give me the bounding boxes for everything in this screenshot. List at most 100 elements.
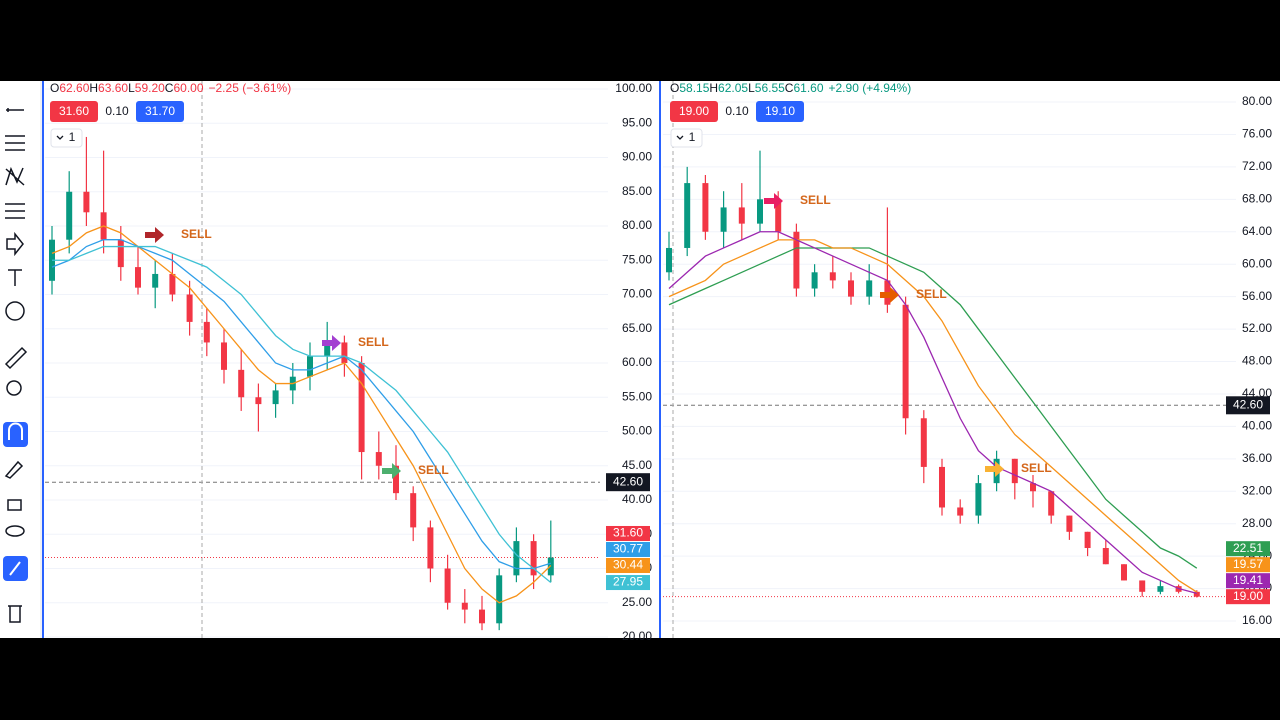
candle-body [1102,548,1109,565]
candle-body [272,390,279,405]
y-tick-label: 80.00 [622,218,652,232]
y-tick-label: 45.00 [622,458,652,472]
buy-button[interactable] [136,101,184,122]
sell-label: SELL [1021,461,1052,475]
y-tick-label: 60.00 [622,355,652,369]
moving-average [668,231,1197,594]
candle-body [83,191,90,213]
candle-body [117,239,124,268]
candle-body [757,199,763,224]
y-tick-label: 76.00 [1242,127,1272,141]
candle-body [1048,491,1055,516]
y-tick-label: 90.00 [622,150,652,164]
candle-body [341,342,348,363]
candle-body [238,369,245,398]
y-tick-label: 95.00 [622,115,652,129]
buy-price: 19.10 [765,104,795,118]
tool-emoji[interactable] [5,301,25,321]
ohlc-key: C [165,81,174,95]
candle-body [66,191,73,240]
candle-body [186,294,193,322]
candle-body [513,541,520,576]
interval-box[interactable] [670,128,703,148]
candle-body [169,273,176,295]
tool-channel[interactable] [5,135,25,151]
candle-body [393,465,399,494]
y-tick-label: 36.00 [1242,451,1272,465]
y-tick-label: 68.00 [1242,191,1272,205]
spread: 0.10 [105,104,129,118]
candle-body [939,466,945,508]
candle-body [307,356,313,377]
price-tag-label: 30.77 [613,542,643,556]
price-tag-label: 19.57 [1233,557,1263,571]
tool-projection[interactable] [6,231,24,257]
chart-panel: 100.00 95.00 90.00 85.00 80.00 75.00 70.00 65.0… [45,81,652,643]
tool-lock[interactable] [7,499,22,511]
candle-body [375,452,382,466]
price-tag [606,557,650,573]
moving-average [668,239,1198,593]
sell-arrow [985,461,1004,477]
y-tick-label: 72.00 [1242,159,1272,173]
buy-button[interactable] [756,101,804,122]
tool-visibility[interactable] [5,525,25,537]
candle-body [410,493,417,528]
candle-body [1011,458,1018,484]
tool-pattern[interactable] [5,166,25,186]
sell-button[interactable] [670,101,718,122]
candle-body [1157,586,1164,592]
interval-box[interactable] [50,128,83,148]
y-tick-label: 65.00 [622,321,652,335]
price-tag [606,541,650,557]
sell-label: SELL [358,335,389,349]
candle-body [444,568,451,603]
ohlc-change: +2.90 (+4.94%) [829,81,912,95]
sell-arrow [382,463,401,479]
candle-body [848,280,854,297]
ohlc-key: C [785,81,794,95]
tool-magnet[interactable] [3,422,28,447]
tool-delete[interactable] [8,605,22,623]
candle-body [358,363,365,453]
moving-average [668,247,1198,569]
y-tick-label: 85.00 [622,184,652,198]
ohlc-value: 60.00 [173,81,203,95]
candle-body [957,507,964,516]
sell-arrow [145,227,164,243]
sell-price: 31.60 [59,104,89,118]
tool-line[interactable] [6,108,24,112]
ohlc-key: O [670,81,679,95]
tool-draw-mode[interactable] [4,460,24,479]
price-tag [606,525,650,541]
candle-body [1139,580,1146,592]
candle-body [203,321,210,343]
ohlc-change: −2.25 (−3.61%) [209,81,292,95]
candle-body [775,199,782,232]
sell-button[interactable] [50,101,98,122]
y-tick-label: 50.00 [622,424,652,438]
interval-label: 1 [689,130,696,144]
price-tag-label: 19.00 [1233,589,1263,603]
candle-body [866,280,873,297]
candle-body [221,342,227,370]
ohlc-value: 56.55 [755,81,785,95]
candle-body [811,272,818,289]
tool-ruler[interactable] [4,346,28,370]
ohlc-value: 59.20 [135,81,165,95]
ohlc-value: 61.60 [793,81,823,95]
candle-body [427,527,434,569]
tool-fib[interactable] [5,203,25,219]
y-tick-label: 64.00 [1242,224,1272,238]
tool-text[interactable] [8,269,22,286]
candle-body [496,575,503,624]
candle-body [530,541,537,576]
y-tick-label: 100.00 [615,81,652,95]
crosshair-tag-label: 42.60 [613,474,643,488]
candle-body [666,247,672,273]
candle-body [702,183,709,232]
y-tick-label: 20.00 [622,629,652,643]
tool-zoom[interactable] [6,380,22,396]
y-tick-label: 48.00 [1242,354,1272,368]
